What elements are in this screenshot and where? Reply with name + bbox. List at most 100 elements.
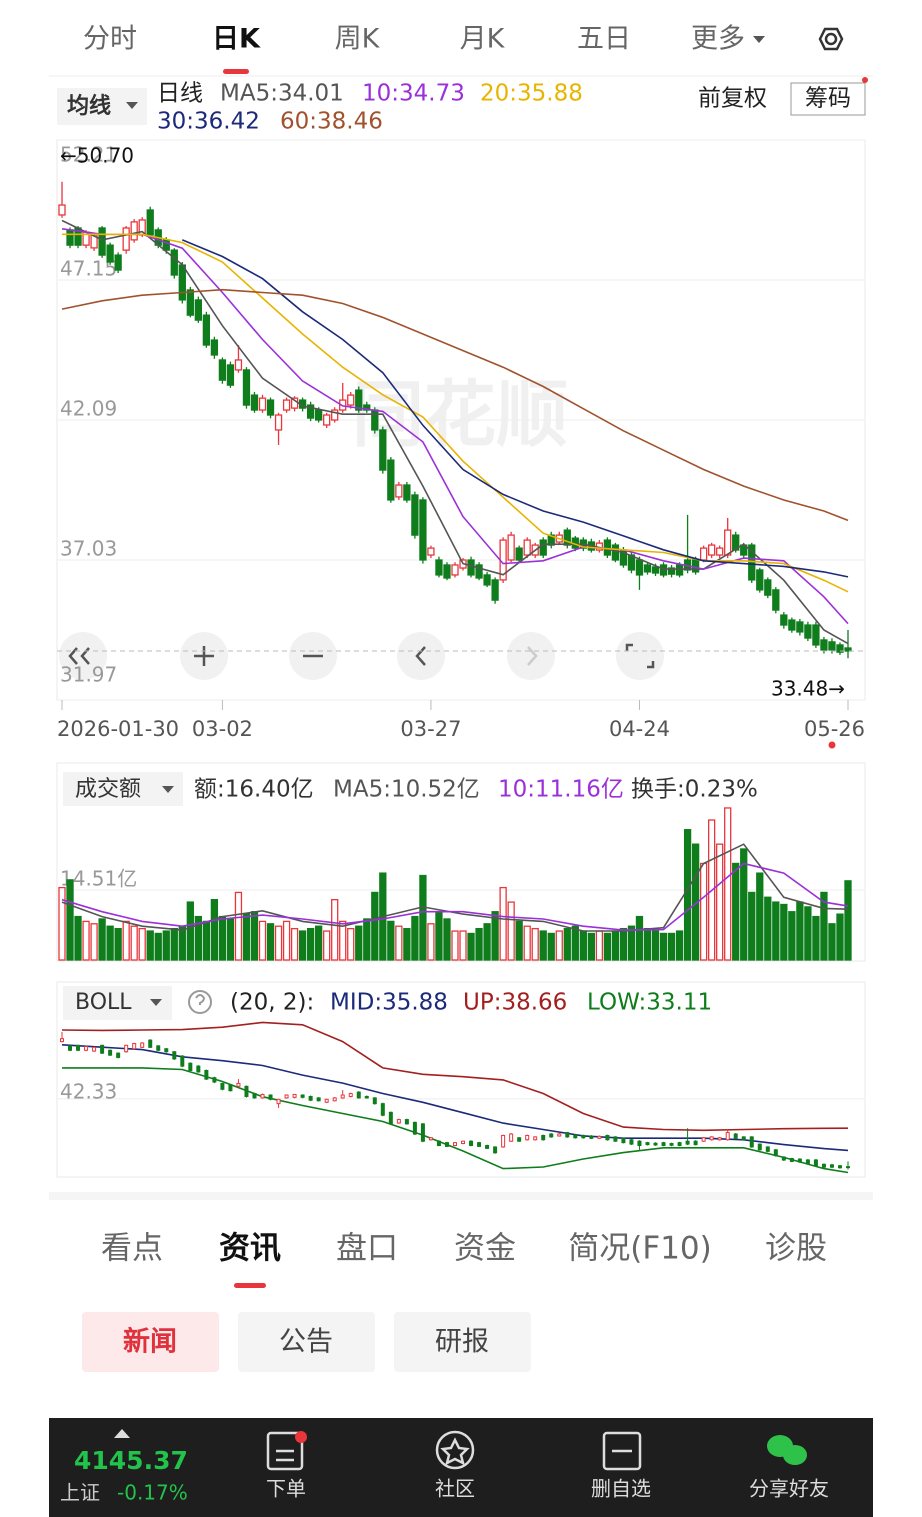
candle-body	[749, 1136, 754, 1148]
footer-action[interactable]: 下单	[266, 1477, 306, 1501]
selector-label[interactable]: BOLL	[75, 990, 132, 1015]
volume-bar	[315, 925, 323, 961]
footer-action[interactable]: 社区	[435, 1477, 475, 1501]
section-gap	[49, 1192, 873, 1200]
candle-body	[812, 624, 820, 646]
period-tab[interactable]: 分时	[83, 24, 137, 55]
legend-item: MA5:34.01	[220, 81, 344, 107]
info-tab[interactable]: 资金	[454, 1231, 516, 1267]
candle-body	[748, 544, 756, 581]
candle-body	[347, 394, 355, 406]
volume-bar	[258, 920, 267, 961]
candle-body	[292, 1093, 297, 1098]
x-tick-label: 05-26	[804, 717, 865, 741]
volume-bar	[282, 920, 291, 961]
volume-bar	[764, 896, 772, 961]
settings-icon[interactable]	[818, 27, 844, 51]
footer-action[interactable]: 分享好友	[749, 1477, 829, 1501]
sub-tab-label[interactable]: 公告	[279, 1327, 333, 1358]
candle-body	[451, 564, 459, 576]
period-tab[interactable]: 周K	[335, 24, 381, 55]
nav-button[interactable]	[397, 632, 445, 680]
volume-bar	[627, 925, 636, 961]
candle-body	[725, 1132, 730, 1141]
candle-body	[186, 289, 194, 316]
volume-bar	[419, 874, 427, 961]
candle-body	[605, 1134, 610, 1141]
x-tick-label: 03-02	[192, 717, 253, 741]
candle-body	[427, 547, 435, 556]
period-tab[interactable]: 五日	[577, 24, 631, 55]
volume-bar	[130, 925, 138, 961]
candle-body	[675, 564, 684, 576]
remove-watchlist-icon[interactable]	[602, 1431, 642, 1471]
candle-body	[443, 564, 451, 579]
selector-label[interactable]: 均线	[67, 93, 111, 119]
sub-tab-button[interactable]	[394, 1312, 531, 1372]
footer-action[interactable]: 删自选	[591, 1477, 651, 1501]
candle-body	[324, 1098, 329, 1103]
help-icon[interactable]	[188, 990, 212, 1014]
volume-bar	[347, 927, 355, 961]
volume-bar	[387, 920, 395, 961]
sub-tab-button[interactable]	[82, 1312, 219, 1372]
candle-body	[589, 1135, 594, 1139]
period-tab[interactable]: 月K	[460, 24, 506, 55]
candle-body	[355, 389, 363, 411]
selector-label[interactable]: 成交额	[75, 777, 141, 802]
candle-body	[411, 494, 419, 536]
candle-body	[797, 1158, 802, 1163]
volume-bar	[611, 930, 620, 961]
info-tab[interactable]: 诊股	[765, 1231, 827, 1267]
sub-tab-label[interactable]: 新闻	[123, 1326, 177, 1358]
volume-bar	[74, 915, 82, 961]
volume-bar	[836, 913, 844, 961]
expand-arrow[interactable]	[114, 1429, 130, 1438]
volume-bar	[659, 932, 668, 961]
volume-bar	[298, 930, 307, 961]
wechat-icon[interactable]	[767, 1435, 807, 1465]
candle-body	[661, 1142, 666, 1147]
volume-bar	[306, 927, 315, 961]
info-tab[interactable]: 盘口	[336, 1231, 398, 1267]
sub-tab-button[interactable]	[238, 1312, 375, 1372]
candle-body	[483, 574, 491, 586]
candle-body	[98, 227, 106, 256]
adjust-label[interactable]: 前复权	[698, 86, 767, 112]
candle-body	[677, 1142, 682, 1147]
volume-bar	[323, 930, 331, 961]
info-tab[interactable]: 简况(F10)	[568, 1231, 711, 1267]
info-tab[interactable]: 看点	[101, 1231, 163, 1267]
nav-button[interactable]	[616, 632, 664, 680]
candle-body	[396, 1119, 401, 1124]
community-icon[interactable]	[435, 1430, 475, 1470]
order-icon[interactable]	[266, 1431, 304, 1471]
volume-selector[interactable]	[63, 772, 183, 806]
volume-bar	[563, 927, 571, 961]
nav-button[interactable]	[507, 632, 555, 680]
chips-label[interactable]: 筹码	[805, 86, 851, 112]
candle-body	[539, 539, 547, 556]
volume-bar	[363, 918, 371, 961]
index-change: -0.17%	[117, 1481, 188, 1505]
candle-body	[669, 1143, 674, 1146]
period-tab[interactable]: 日K	[212, 24, 261, 55]
chips-button[interactable]	[790, 82, 866, 116]
volume-bar	[371, 891, 379, 961]
badge-dot	[295, 1431, 307, 1443]
volume-bar	[523, 925, 531, 961]
candle-body	[260, 1093, 265, 1099]
indicator-line	[62, 233, 849, 593]
candle-body	[395, 484, 403, 498]
period-tab[interactable]: 更多	[691, 24, 745, 55]
sub-tab-label[interactable]: 研报	[435, 1327, 489, 1358]
candle-body	[507, 534, 515, 561]
candle-body	[412, 1121, 417, 1135]
candle-body	[828, 641, 836, 651]
index-value[interactable]: 4145.37	[74, 1446, 188, 1475]
volume-bar	[66, 879, 74, 961]
info-tab[interactable]: 资讯	[219, 1231, 281, 1267]
candle-body	[180, 1055, 185, 1067]
volume-bar	[266, 923, 275, 961]
candle-body	[124, 1044, 129, 1053]
